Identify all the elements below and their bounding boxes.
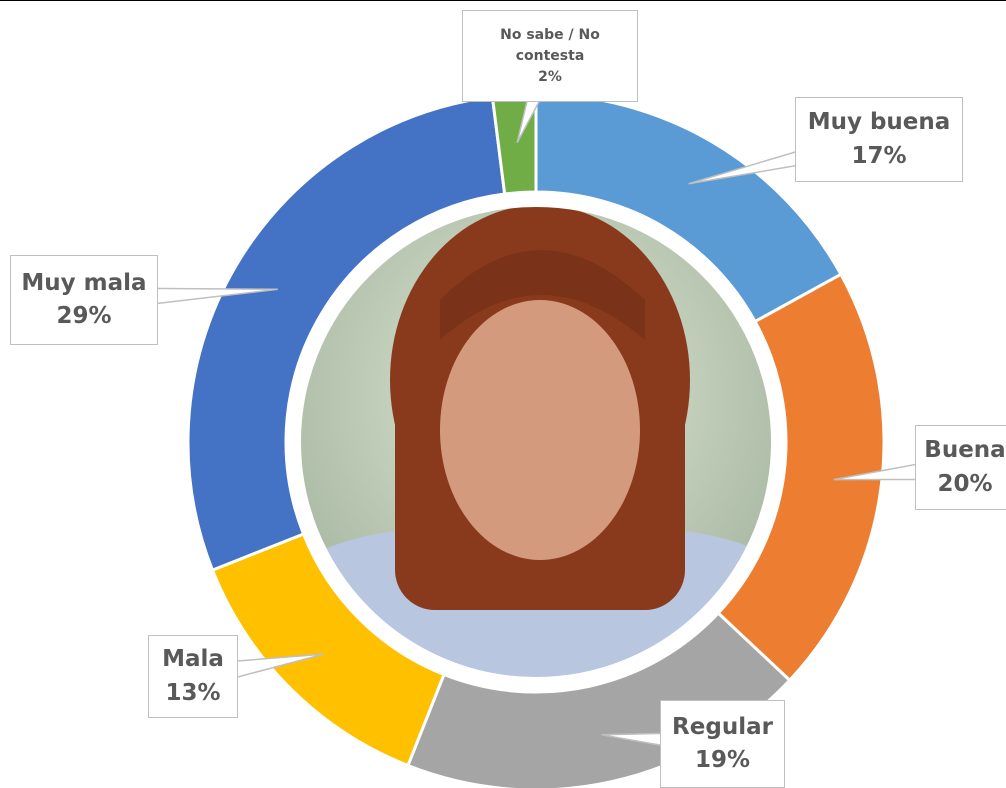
category-label: Buena — [924, 434, 1005, 467]
value-label: 19% — [695, 744, 750, 777]
category-label: No sabe / No contesta — [487, 25, 613, 67]
value-label: 17% — [851, 140, 906, 173]
value-label: 20% — [937, 468, 992, 501]
category-label: Regular — [672, 711, 773, 744]
category-label: Mala — [162, 643, 224, 676]
category-label: Muy buena — [808, 106, 951, 139]
category-label: Muy mala — [21, 267, 146, 300]
value-label: 2% — [538, 67, 562, 88]
value-label: 13% — [165, 677, 220, 710]
value-label: 29% — [56, 300, 111, 333]
chart: Muy buena17% Buena20% Regular19% Mala13% Muy… — [0, 0, 1006, 788]
